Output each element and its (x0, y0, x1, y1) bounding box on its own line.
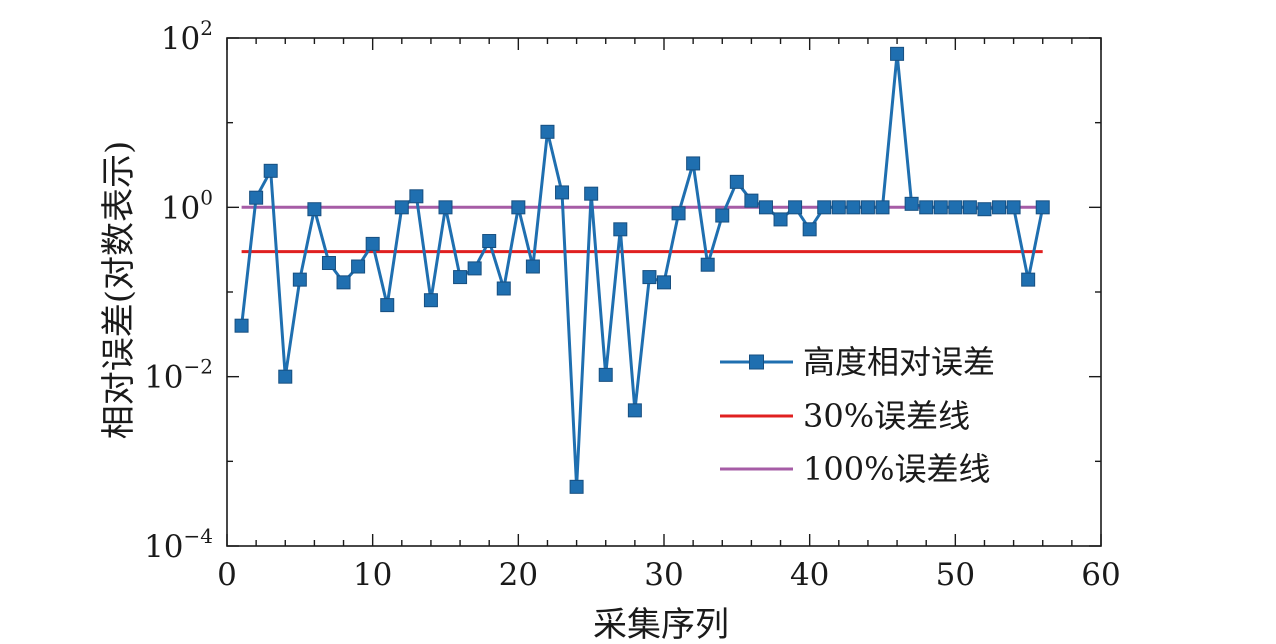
data-point (860, 200, 875, 215)
data-point (249, 190, 264, 205)
data-point (627, 403, 642, 418)
data-point (453, 270, 468, 285)
y-tick-label: 100 (161, 185, 213, 226)
data-point (933, 200, 948, 215)
data-point (715, 208, 730, 223)
data-point (992, 200, 1007, 215)
data-point (234, 318, 249, 333)
data-point (890, 46, 905, 61)
data-point (321, 256, 336, 271)
data-point (1035, 200, 1050, 215)
series-layer (234, 46, 1050, 494)
data-point (336, 275, 351, 290)
y-tick-label: 10−2 (144, 355, 213, 396)
data-point (438, 200, 453, 215)
data-point (817, 200, 832, 215)
data-point (423, 293, 438, 308)
x-tick-label: 50 (936, 557, 975, 593)
data-point (365, 236, 380, 251)
x-tick-label: 0 (217, 557, 237, 593)
y-tick-label: 10−4 (144, 524, 213, 565)
y-axis-title: 相对误差(对数表示) (99, 141, 139, 440)
y-tick-label: 102 (161, 16, 213, 57)
x-axis-title: 采集序列 (593, 605, 729, 644)
data-point (394, 200, 409, 215)
data-point (482, 234, 497, 249)
data-point (467, 261, 482, 276)
legend-label-3: 100%误差线 (803, 450, 991, 488)
data-point (307, 202, 322, 217)
series-line-1 (240, 52, 1045, 489)
data-point (511, 200, 526, 215)
data-point (380, 298, 395, 313)
data-point (555, 185, 570, 200)
data-point (351, 259, 366, 274)
x-tick-label: 10 (353, 557, 392, 593)
legend: 高度相对误差 30%误差线 100%误差线 (720, 343, 995, 488)
data-point (263, 163, 278, 178)
data-point (802, 222, 817, 237)
data-point (875, 200, 890, 215)
x-tick-label: 40 (790, 557, 829, 593)
data-point (831, 200, 846, 215)
data-point (788, 200, 803, 215)
x-tick-label: 30 (644, 557, 683, 593)
data-point (598, 367, 613, 382)
data-point (904, 196, 919, 211)
data-point (292, 272, 307, 287)
x-tick-label: 60 (1081, 557, 1120, 593)
data-point (496, 281, 511, 296)
legend-label-2: 30%误差线 (803, 397, 970, 435)
data-point (671, 206, 686, 221)
axes: 0 10 20 30 40 50 60 10−4 10−2 100 102 (144, 16, 1121, 593)
data-point (409, 189, 424, 204)
data-point (569, 479, 584, 494)
data-point (977, 202, 992, 217)
legend-label-1: 高度相对误差 (803, 343, 995, 381)
data-point (744, 193, 759, 208)
data-point (773, 212, 788, 227)
data-point (758, 200, 773, 215)
data-point (584, 186, 599, 201)
x-tick-label: 20 (499, 557, 538, 593)
data-point (657, 275, 671, 290)
data-point (962, 200, 977, 215)
data-point (700, 257, 715, 272)
data-point (642, 270, 657, 285)
data-point (846, 200, 861, 215)
data-point (729, 174, 744, 189)
legend-marker (749, 354, 764, 370)
data-point (1006, 200, 1021, 215)
data-point (540, 124, 555, 139)
data-point (919, 200, 934, 215)
data-point (948, 200, 963, 215)
data-point (525, 259, 540, 274)
data-point (1021, 272, 1036, 287)
data-point (686, 156, 701, 171)
data-point (278, 369, 293, 384)
data-point (613, 222, 628, 237)
